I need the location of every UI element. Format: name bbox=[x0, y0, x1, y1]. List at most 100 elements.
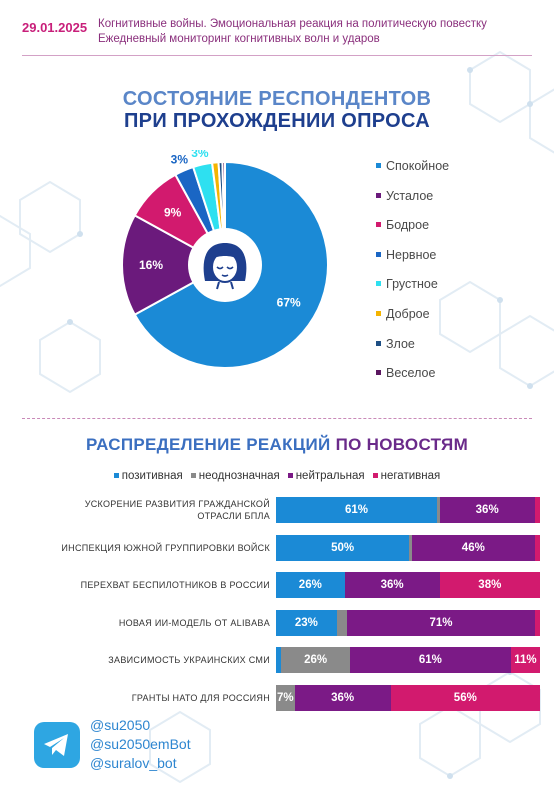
legend-label: Злое bbox=[386, 336, 415, 351]
legend-label: Нервное bbox=[386, 247, 437, 262]
bar-title-part-2: ПО НОВОСТЯМ bbox=[330, 435, 469, 454]
bar-legend-label: позитивная bbox=[121, 470, 183, 482]
bar-title-part-1: РАСПРЕДЕЛЕНИЕ РЕАКЦИЙ bbox=[85, 435, 331, 454]
stacked-bar: 23% 71% bbox=[276, 609, 540, 636]
stacked-bar: 50% 46% bbox=[276, 534, 540, 561]
bar-row-label: НОВАЯ ИИ-МОДЕЛЬ ОТ ALIBABA bbox=[20, 617, 270, 629]
bar-legend-item: нейтральная bbox=[287, 470, 365, 482]
bar-segment-нейтральная: 61% bbox=[349, 647, 511, 673]
pie-slice-2 bbox=[121, 214, 228, 316]
subtitle-line-1: Когнитивные войны. Эмоциональная реакция… bbox=[98, 18, 487, 30]
bar-chart-title: РАСПРЕДЕЛЕНИЕ РЕАКЦИЙ ПО НОВОСТЯМ bbox=[0, 435, 554, 455]
bar-segment-негативная bbox=[534, 609, 540, 636]
telegram-icon[interactable] bbox=[34, 722, 80, 768]
bar-segment-неоднозначная: 7% bbox=[276, 684, 295, 711]
legend-label: Спокойное bbox=[386, 159, 450, 173]
telegram-handles: @su2050 @su2050emBot @suralov_bot bbox=[90, 716, 191, 773]
bar-segment-нейтральная: 36% bbox=[344, 572, 440, 598]
legend-swatch bbox=[376, 281, 381, 287]
bar-segment-негативная bbox=[534, 497, 540, 523]
legend-label: Доброе bbox=[386, 306, 430, 321]
header-divider bbox=[22, 55, 532, 56]
legend-swatch bbox=[376, 370, 381, 376]
pie-legend: Спокойное Усталое Бодрое Нервное Грустное Доб… bbox=[376, 158, 449, 395]
bar-segment-неоднозначная bbox=[336, 609, 348, 636]
bar-segment-негативная: 38% bbox=[439, 572, 540, 598]
bar-segment-нейтральная: 46% bbox=[411, 534, 535, 561]
bar-segment-позитивная: 61% bbox=[276, 497, 438, 523]
calm-face-icon bbox=[203, 243, 247, 290]
bar-row-label: ИНСПЕКЦИЯ ЮЖНОЙ ГРУППИРОВКИ ВОЙСК bbox=[20, 542, 270, 554]
bar-legend-swatch bbox=[113, 473, 119, 479]
stacked-bar: 7% 36% 56% bbox=[276, 684, 540, 711]
pie-title-line-1: СОСТОЯНИЕ РЕСПОНДЕНТОВ bbox=[122, 88, 432, 110]
bar-segment-позитивная bbox=[276, 647, 282, 673]
bar-segment-позитивная: 26% bbox=[276, 572, 345, 598]
bar-segment-неоднозначная bbox=[437, 497, 440, 523]
legend-label: Веселое bbox=[386, 366, 436, 381]
pie-value-label: 67% bbox=[277, 296, 301, 310]
bar-row-label: УСКОРЕНИЕ РАЗВИТИЯ ГРАЖДАНСКОЙ ОТРАСЛИ БП… bbox=[20, 498, 270, 522]
bar-legend-label: негативная bbox=[380, 470, 441, 482]
bar-segment-позитивная: 23% bbox=[276, 609, 337, 636]
legend-label: Усталое bbox=[386, 188, 434, 203]
pie-value-label: 3% bbox=[191, 150, 209, 160]
legend-item: Веселое bbox=[376, 365, 449, 395]
legend-item: Спокойное bbox=[376, 158, 449, 188]
bar-legend-item: позитивная bbox=[113, 470, 183, 482]
stacked-bar: 26% 36% 38% bbox=[276, 572, 540, 598]
bar-segment-нейтральная: 36% bbox=[294, 684, 391, 711]
pie-value-label: 3% bbox=[171, 152, 189, 166]
pie-chart-title: СОСТОЯНИЕ РЕСПОНДЕНТОВ ПРИ ПРОХОЖДЕНИИ О… bbox=[0, 88, 554, 132]
bar-legend-item: негативная bbox=[372, 470, 441, 482]
legend-swatch bbox=[376, 222, 381, 228]
bar-segment-негативная bbox=[534, 534, 540, 561]
pie-value-label: 16% bbox=[139, 258, 163, 272]
pie-value-label: 9% bbox=[164, 206, 182, 220]
legend-swatch bbox=[376, 192, 381, 198]
section-divider bbox=[22, 418, 532, 419]
bar-legend-swatch bbox=[190, 473, 196, 479]
pie-chart: 67% 16% 9% 3% 3% bbox=[121, 150, 329, 369]
bar-segment-нейтральная: 36% bbox=[439, 497, 535, 523]
bar-row-label-line: НОВАЯ ИИ-МОДЕЛЬ ОТ ALIBABA bbox=[118, 617, 270, 628]
bar-row-label-line: УСКОРЕНИЕ РАЗВИТИЯ ГРАЖДАНСКОЙ bbox=[84, 499, 270, 509]
bar-row-label-line: ОТРАСЛИ БПЛА bbox=[197, 511, 270, 521]
bar-legend-label: неоднозначная bbox=[198, 470, 280, 482]
legend-swatch bbox=[376, 251, 381, 257]
bar-segment-неоднозначная bbox=[409, 534, 412, 561]
legend-item: Бодрое bbox=[376, 217, 449, 247]
bar-segment-нейтральная: 71% bbox=[347, 609, 535, 636]
bar-segment-негативная: 11% bbox=[510, 647, 540, 673]
telegram-handle[interactable]: @su2050 bbox=[90, 717, 151, 733]
telegram-handle[interactable]: @suralov_bot bbox=[90, 755, 177, 771]
report-subtitle: Когнитивные войны. Эмоциональная реакция… bbox=[98, 17, 538, 47]
legend-swatch bbox=[376, 340, 381, 346]
stacked-bar: 61% 36% bbox=[276, 497, 540, 523]
bar-row-label: ЗАВИСИМОСТЬ УКРАИНСКИХ СМИ bbox=[20, 654, 270, 666]
pie-title-line-2: ПРИ ПРОХОЖДЕНИИ ОПРОСА bbox=[124, 110, 430, 132]
legend-label: Грустное bbox=[386, 277, 438, 292]
stacked-bar: 26% 61% 11% bbox=[276, 647, 540, 673]
bar-segment-позитивная: 50% bbox=[276, 534, 410, 561]
bar-legend-label: нейтральная bbox=[295, 470, 365, 482]
bar-legend-swatch bbox=[372, 473, 378, 479]
legend-item: Доброе bbox=[376, 306, 449, 336]
bar-row-label-line: ГРАНТЫ НАТО ДЛЯ РОССИЯН bbox=[131, 692, 270, 703]
report-date: 29.01.2025 bbox=[22, 20, 88, 35]
legend-swatch bbox=[376, 163, 381, 168]
telegram-handle[interactable]: @su2050emBot bbox=[90, 736, 191, 752]
legend-item: Усталое bbox=[376, 188, 449, 218]
bar-row-label: ГРАНТЫ НАТО ДЛЯ РОССИЯН bbox=[20, 692, 270, 704]
bar-legend: позитивная неоднозначная нейтральная негати… bbox=[0, 470, 554, 482]
bar-row-label: ПЕРЕХВАТ БЕСПИЛОТНИКОВ В РОССИИ bbox=[20, 579, 270, 591]
bar-row-label-line: ПЕРЕХВАТ БЕСПИЛОТНИКОВ В РОССИИ bbox=[80, 580, 270, 590]
legend-label: Бодрое bbox=[386, 218, 430, 233]
bar-segment-неоднозначная: 26% bbox=[281, 647, 350, 673]
bar-row-label-line: ЗАВИСИМОСТЬ УКРАИНСКИХ СМИ bbox=[108, 655, 270, 665]
legend-item: Нервное bbox=[376, 247, 449, 277]
legend-item: Грустное bbox=[376, 276, 449, 306]
subtitle-line-2: Ежедневный мониторинг когнитивных волн и… bbox=[98, 33, 380, 45]
bar-segment-негативная: 56% bbox=[390, 684, 540, 711]
bar-row-label-line: ИНСПЕКЦИЯ ЮЖНОЙ ГРУППИРОВКИ ВОЙСК bbox=[61, 542, 270, 553]
